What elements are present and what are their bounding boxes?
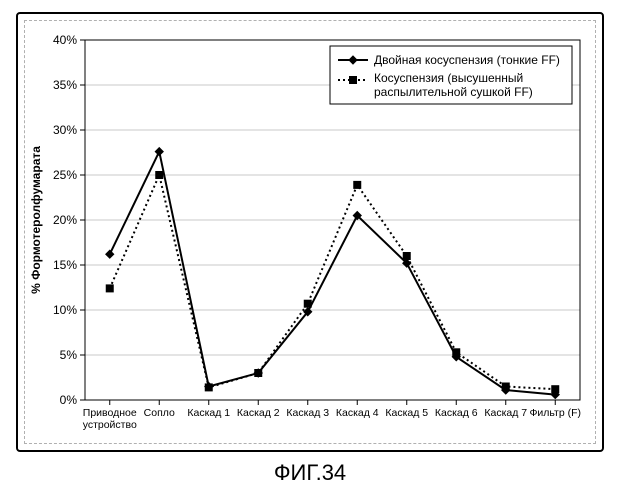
inner-dashed-frame	[24, 20, 596, 444]
figure-caption: ФИГ.34	[0, 460, 620, 486]
